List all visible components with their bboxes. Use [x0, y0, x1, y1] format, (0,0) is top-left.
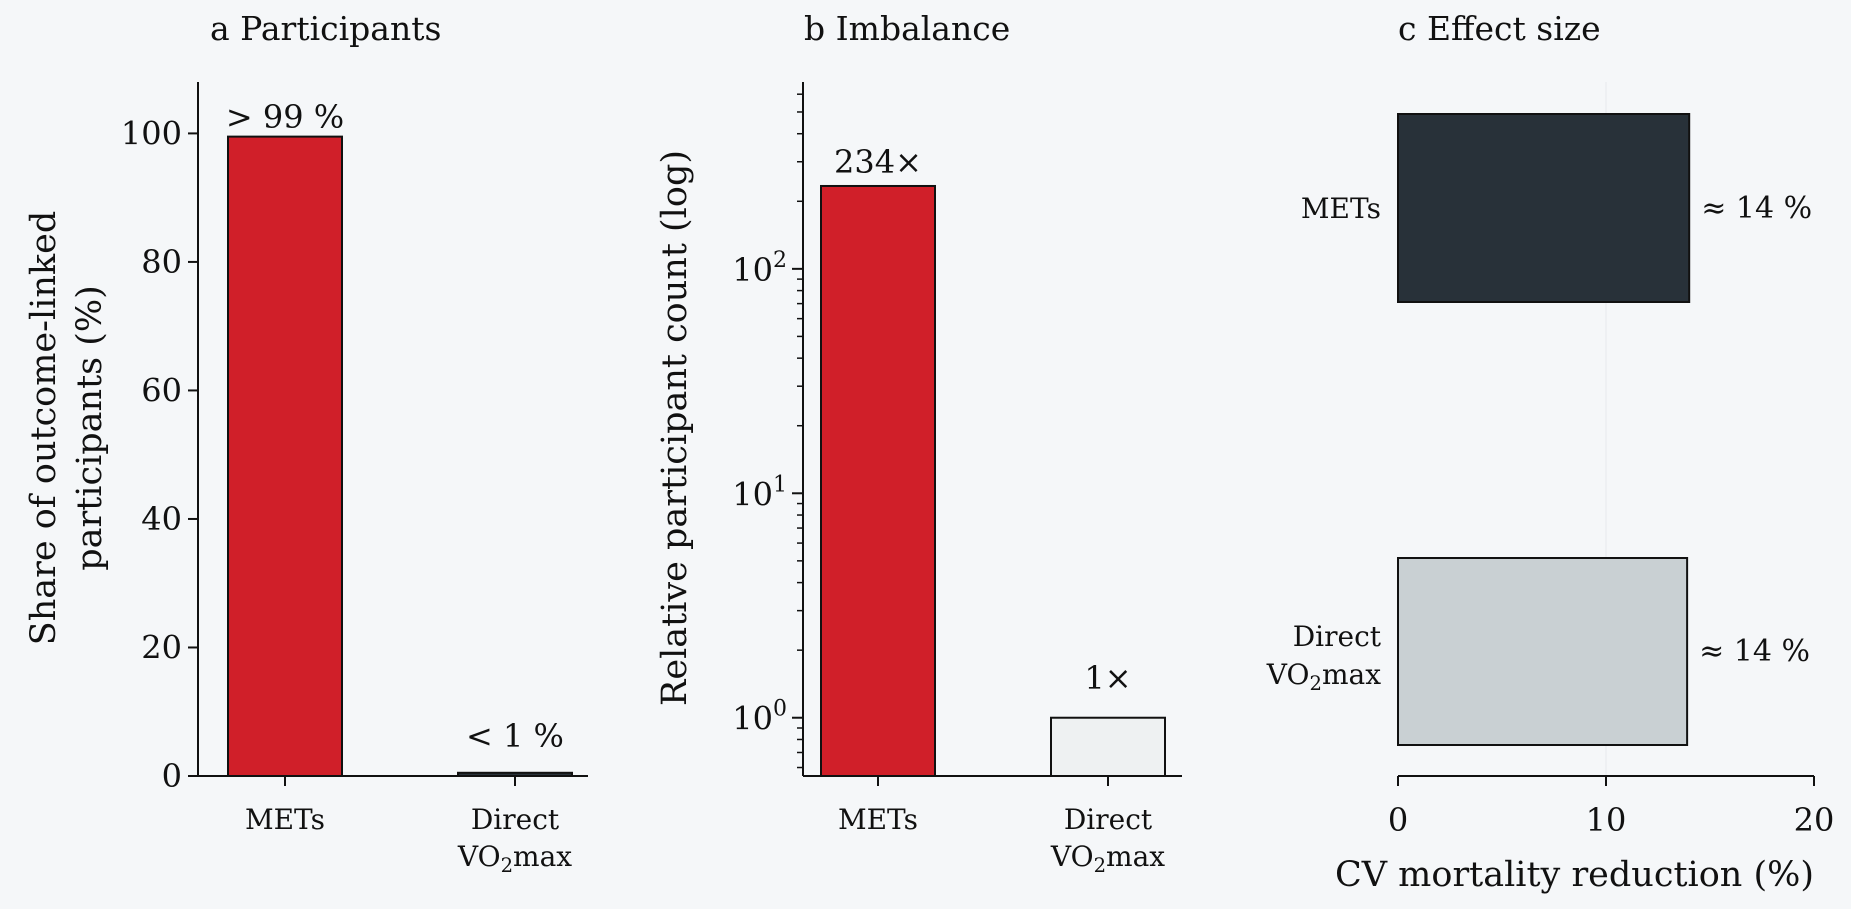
panel-b-y-label: Relative participant count (log) — [655, 150, 695, 706]
panel-c-y-label-1-line1: Direct — [1293, 620, 1382, 653]
panel-c-bar-1 — [1397, 557, 1689, 746]
panel-b-bar-label-0: 234× — [834, 143, 922, 181]
panel-a-y-label-line2: participants (%) — [70, 285, 110, 571]
panel-a-bar-label-1: < 1 % — [466, 717, 564, 755]
panel-a-y-tick-label-100: 100 — [121, 114, 182, 152]
panel-a-title: a Participants — [210, 9, 441, 48]
panel-a-y-tick-label-40: 40 — [141, 500, 182, 538]
panel-b-y-tick-label-2: 102 — [732, 248, 787, 289]
panel-a-y-tick-label-80: 80 — [141, 243, 182, 281]
panel-a-x-tick-label-1-line1: Direct — [471, 803, 560, 836]
panel-c-x-label: CV mortality reduction (%) — [1335, 855, 1814, 895]
panel-a-y-label: Share of outcome-linked participants (%) — [24, 211, 110, 645]
panel-c-title: c Effect size — [1398, 9, 1601, 48]
panel-a-y-tick-label-0: 0 — [162, 757, 182, 795]
panel-c-y-label-0: METs — [1301, 192, 1381, 225]
panel-b-x-tick-label-1-line2: VO2max — [1050, 840, 1165, 877]
panel-a-x-tick-label-0: METs — [245, 803, 325, 836]
panel-a-bar-0 — [227, 135, 343, 778]
panel-b-bar-1 — [1050, 716, 1166, 777]
panel-a-y-tick-label-60: 60 — [141, 371, 182, 409]
panel-c-bar-label-0: ≈ 14 % — [1701, 191, 1812, 226]
panel-c-x-tick-label-20: 20 — [1794, 801, 1835, 839]
panel-a-y-tick-label-20: 20 — [141, 628, 182, 666]
panel-a-x-tick-label-1-line2: VO2max — [457, 840, 572, 877]
panel-b-bar-0 — [820, 184, 936, 777]
panel-c-bar-label-1: ≈ 14 % — [1699, 634, 1810, 669]
panel-b-title: b Imbalance — [804, 9, 1010, 48]
panel-a-y-label-line1: Share of outcome-linked — [24, 211, 64, 645]
panel-b-x-tick-label-0: METs — [838, 803, 918, 836]
panel-b-y-tick-label-1: 101 — [732, 472, 787, 513]
panel-c-x-tick-label-10: 10 — [1586, 801, 1627, 839]
panel-b-x-tick-label-1-line1: Direct — [1064, 803, 1153, 836]
panel-c-x-tick-label-0: 0 — [1388, 801, 1408, 839]
panel-a-bar-label-0: > 99 % — [226, 98, 344, 136]
panel-b-y-tick-label-0: 100 — [732, 697, 787, 738]
panel-c-bar-0 — [1397, 113, 1691, 303]
panel-b-y-label-text: Relative participant count (log) — [655, 150, 695, 706]
panel-b-bar-label-1: 1× — [1084, 659, 1131, 697]
panel-c-y-label-1-line2: VO2max — [1266, 658, 1381, 695]
